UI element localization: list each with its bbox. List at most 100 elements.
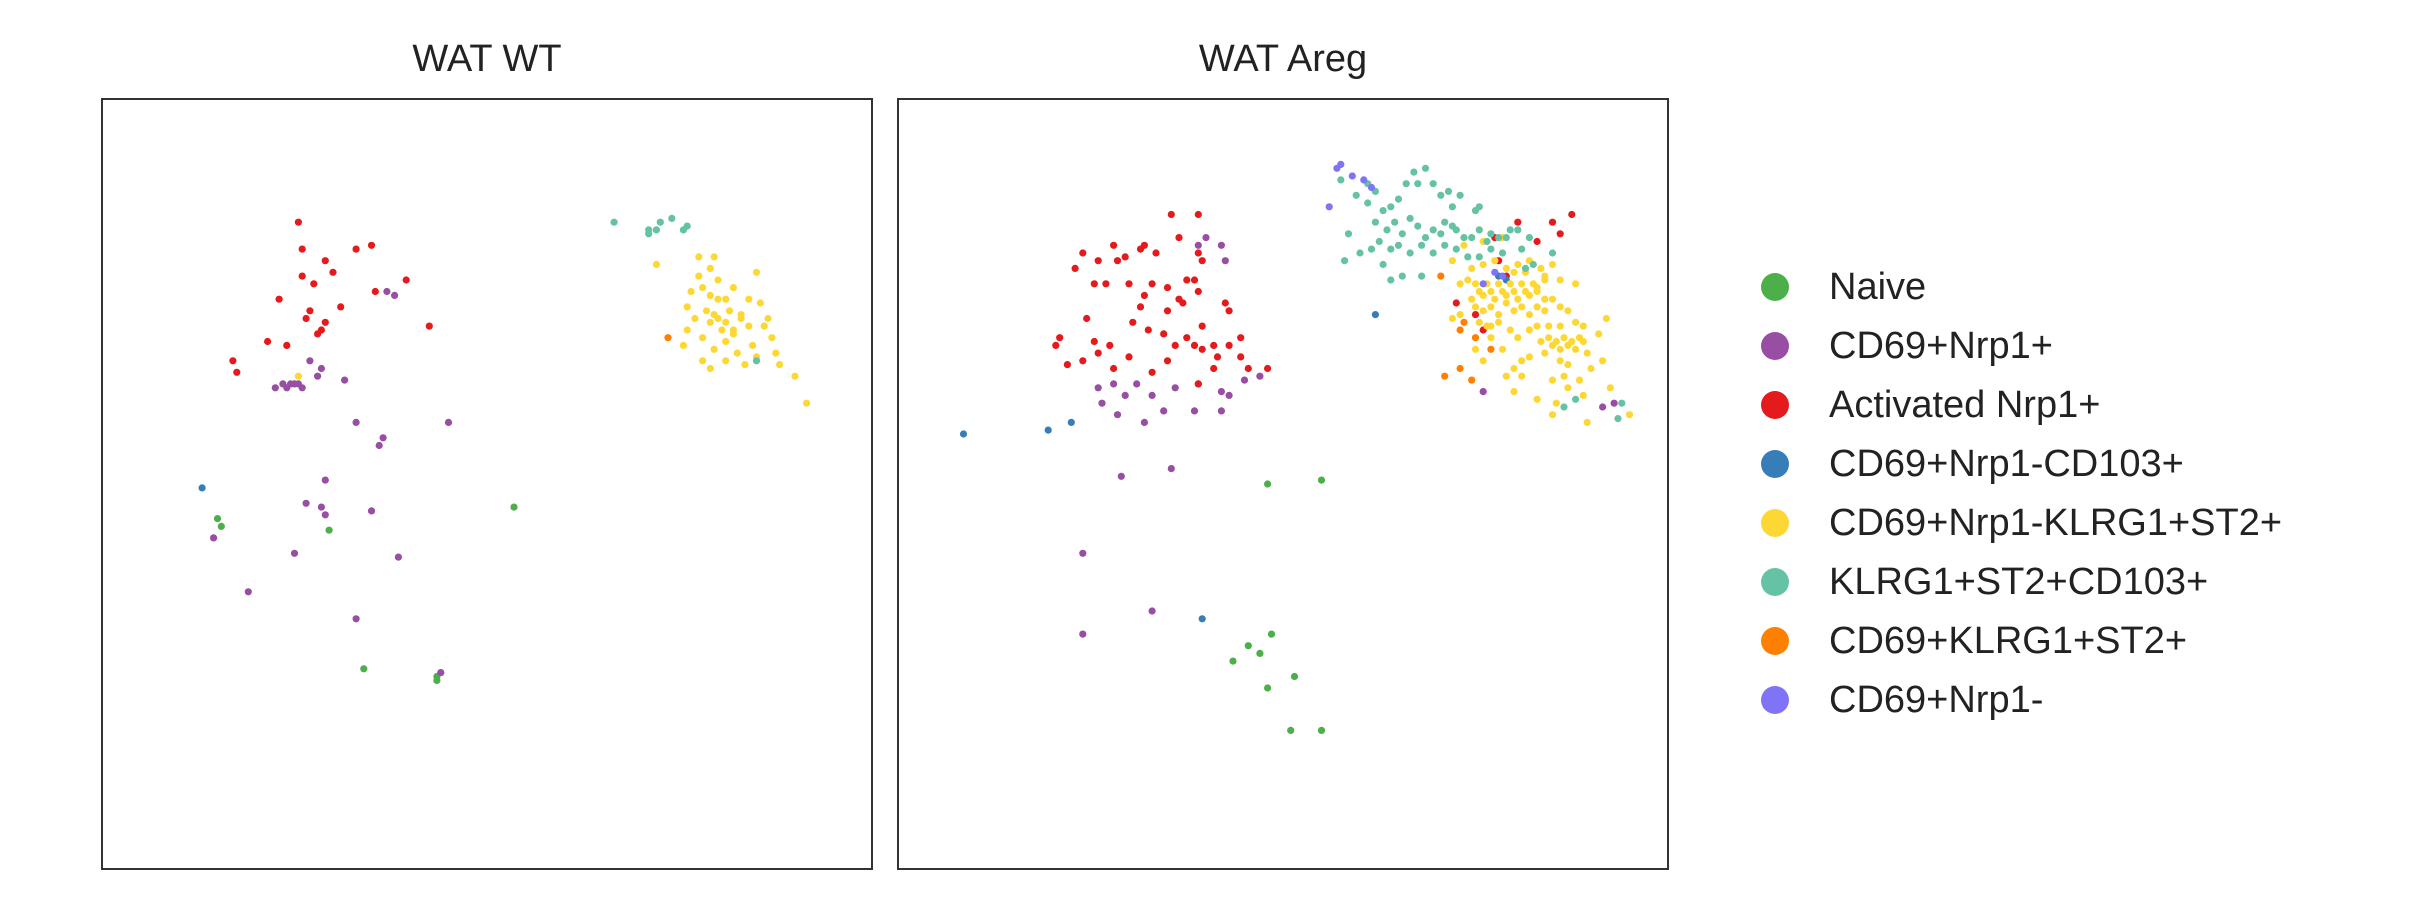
point-cd69-nrp1-klrg1-st2 [687,287,695,296]
point-cd69-nrp1 [1117,472,1125,480]
point-activated-nrp1 [1113,257,1122,265]
point-cd69-nrp1-klrg1-st2 [714,276,722,284]
point-activated-nrp1 [1094,349,1102,357]
point-klrg1-st2-cd103 [1379,260,1387,269]
legend-label-cd69-nrp1: CD69+Nrp1- [1829,679,2043,721]
point-cd69-nrp1-klrg1-st2 [1495,311,1503,319]
point-klrg1-st2-cd103 [683,222,691,230]
point-cd69-nrp1 [306,357,314,365]
point-klrg1-st2-cd103 [1394,241,1403,249]
point-activated-nrp1 [283,341,291,349]
point-cd69-nrp1-klrg1-st2 [1495,280,1503,288]
point-klrg1-st2-cd103 [1548,249,1557,257]
point-activated-nrp1 [1110,364,1118,373]
point-cd69-nrp1-klrg1-st2 [1518,280,1526,288]
point-cd69-nrp1-klrg1-st2 [1475,318,1483,326]
point-cd69-nrp1 [1194,241,1202,249]
point-cd69-nrp1-klrg1-st2 [1487,303,1495,311]
point-cd69-nrp1 [1325,203,1333,211]
legend-label-cd69-nrp1: CD69+Nrp1+ [1829,325,2053,367]
point-activated-nrp1 [425,322,433,330]
point-activated-nrp1 [298,245,306,253]
point-klrg1-st2-cd103 [1495,234,1503,242]
point-cd69-nrp1 [1491,268,1499,276]
point-cd69-nrp1-klrg1-st2 [1556,345,1564,353]
point-cd69-nrp1-klrg1-st2 [691,314,699,323]
point-cd69-nrp1-klrg1-st2 [1533,284,1541,292]
point-cd69-nrp1 [298,384,306,392]
point-cd69-nrp1-klrg1-st2 [725,307,734,315]
point-activated-nrp1 [1194,210,1202,219]
point-cd69-nrp1-klrg1-st2 [1602,314,1610,323]
point-cd69-nrp1-klrg1-st2 [1583,418,1591,426]
point-naive [325,526,333,534]
point-cd69-nrp1-klrg1-st2 [737,314,745,323]
point-cd69-nrp1 [321,476,329,484]
point-activated-nrp1 [233,368,241,376]
point-klrg1-st2-cd103 [1506,226,1514,234]
point-cd69-nrp1-klrg1-st2 [1599,357,1607,365]
point-cd69-nrp1-klrg1-st2 [1552,337,1560,346]
point-activated-nrp1 [1063,361,1071,369]
point-activated-nrp1 [1514,218,1522,226]
point-klrg1-st2-cd103 [1521,264,1530,272]
point-cd69-nrp1-klrg1-st2 [1548,411,1557,419]
point-cd69-nrp1-klrg1-st2 [1487,334,1495,342]
point-cd69-nrp1-klrg1-st2 [1471,280,1480,288]
point-cd69-nrp1-klrg1-st2 [1568,337,1576,346]
point-cd69-nrp1-klrg1-st2 [1533,322,1541,330]
point-cd69-nrp1 [383,287,391,296]
point-cd69-nrp1-klrg1-st2 [1448,257,1456,265]
point-activated-nrp1 [1533,237,1541,246]
point-activated-nrp1 [1102,280,1110,288]
point-activated-nrp1 [1179,299,1187,307]
point-activated-nrp1 [352,245,360,253]
panel-title-wat-wt: WAT WT [412,38,561,80]
point-klrg1-st2-cd103 [656,218,664,226]
legend-item-cd69-nrp1-klrg1-st2: CD69+Nrp1-KLRG1+ST2+ [1761,502,2282,544]
legend-item-naive: Naive [1761,266,1926,308]
point-cd69-nrp1-klrg1-st2 [722,318,730,326]
legend-item-cd69-klrg1-st2: CD69+KLRG1+ST2+ [1761,620,2187,662]
point-klrg1-st2-cd103 [1487,245,1495,253]
point-activated-nrp1 [1264,364,1272,373]
point-activated-nrp1 [1079,357,1087,365]
point-cd69-nrp1 [1256,372,1264,380]
point-naive [1244,642,1252,650]
point-cd69-nrp1-klrg1-st2 [1468,264,1476,272]
point-klrg1-st2-cd103 [1383,226,1391,234]
point-cd69-nrp1-klrg1-st2 [803,399,811,407]
point-activated-nrp1 [1094,257,1102,265]
point-cd69-nrp1-klrg1-st2 [1556,322,1564,330]
point-cd69-nrp1-klrg1-st2 [1510,364,1518,373]
point-cd69-nrp1-klrg1-st2 [1572,318,1580,326]
point-activated-nrp1 [1071,264,1079,272]
point-activated-nrp1 [1568,210,1576,219]
point-cd69-nrp1 [1348,172,1356,180]
point-cd69-nrp1-klrg1-st2 [1545,322,1553,330]
point-cd69-nrp1 [1094,384,1102,392]
point-cd69-nrp1-klrg1-st2 [683,303,691,311]
point-activated-nrp1 [1198,257,1206,265]
point-cd69-klrg1-st2 [1456,326,1464,334]
point-klrg1-st2-cd103 [1414,222,1422,230]
point-activated-nrp1 [1183,276,1191,284]
point-naive [1290,672,1299,681]
point-activated-nrp1 [321,257,329,265]
point-klrg1-st2-cd103 [1429,180,1437,188]
legend-marker-cd69-nrp1-klrg1-st2 [1761,509,1789,537]
point-activated-nrp1 [310,280,318,288]
point-klrg1-st2-cd103 [1337,176,1345,184]
point-klrg1-st2-cd103 [1560,403,1568,411]
legend-marker-cd69-klrg1-st2 [1761,627,1789,655]
point-cd69-nrp1 [1217,388,1225,396]
point-cd69-nrp1-klrg1-st2 [1514,295,1522,303]
point-activated-nrp1 [1110,241,1118,249]
point-klrg1-st2-cd103 [1502,234,1510,242]
point-klrg1-st2-cd103 [1398,230,1406,238]
point-cd69-nrp1 [1171,384,1179,392]
point-klrg1-st2-cd103 [1487,230,1495,238]
point-cd69-nrp1-klrg1-st2 [756,299,765,307]
legend-item-cd69-nrp1-cd103: CD69+Nrp1-CD103+ [1761,443,2184,485]
point-activated-nrp1 [314,330,322,338]
